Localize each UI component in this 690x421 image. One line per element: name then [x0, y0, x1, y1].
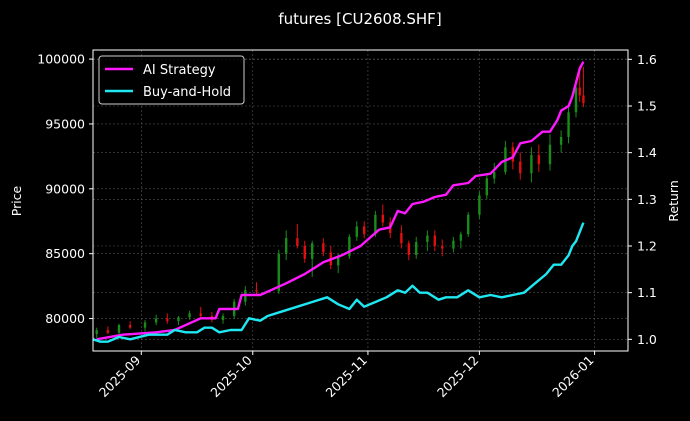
y-axis-label-left: Price: [9, 185, 24, 216]
candle-body: [221, 315, 225, 320]
candle-body: [485, 178, 489, 196]
candle-body: [407, 243, 410, 255]
y-left-tick-label: 80000: [45, 311, 85, 326]
candle-body: [467, 214, 470, 235]
plot-frame: [92, 49, 629, 352]
candle-body: [199, 313, 202, 316]
candle-body: [355, 226, 358, 237]
candle-body: [363, 226, 366, 235]
y-left-tick-label: 95000: [45, 116, 85, 131]
candle-body: [559, 136, 563, 145]
candle-body: [441, 245, 444, 249]
y-right-tick-label: 1.0: [637, 332, 657, 347]
candle-body: [322, 243, 325, 253]
y-right-tick-label: 1.1: [637, 285, 657, 300]
candle-body: [381, 214, 384, 223]
y-left-tick-label: 85000: [45, 246, 85, 261]
chart-title: futures [CU2608.SHF]: [278, 10, 441, 28]
candle-body: [574, 87, 578, 113]
legend: AI Strategy Buy-and-Hold: [98, 55, 245, 105]
legend-label-ai: AI Strategy: [143, 63, 216, 78]
candle-body: [537, 155, 541, 165]
candle-body: [177, 317, 180, 322]
candle-body: [117, 325, 121, 333]
candle-body: [511, 147, 515, 162]
candle-body: [166, 318, 169, 322]
candle-body: [459, 234, 463, 241]
candle-body: [255, 290, 258, 292]
candle-body: [143, 322, 147, 328]
y-right-tick-label: 1.4: [637, 145, 657, 160]
candle-body: [348, 236, 351, 257]
y-axis-label-right: Return: [666, 180, 681, 221]
y-right-tick-label: 1.5: [637, 99, 657, 114]
candle-body: [128, 325, 132, 328]
candle-body: [374, 214, 377, 235]
candle-body: [415, 242, 418, 255]
series-line-ai: [96, 61, 585, 341]
candles: [95, 65, 585, 339]
candle-body: [303, 245, 306, 259]
candle-body: [311, 243, 314, 259]
candle-body: [433, 235, 437, 246]
candle-body: [582, 95, 585, 104]
candle-body: [400, 232, 403, 244]
candle-body: [567, 112, 570, 137]
y-left-tick-label: 90000: [45, 181, 85, 196]
candle-body: [337, 256, 340, 266]
candle-body: [277, 253, 280, 292]
series-line-bh: [92, 222, 585, 343]
candle-body: [452, 240, 455, 249]
candle-body: [95, 330, 98, 335]
candle-body: [426, 235, 429, 243]
legend-label-bh: Buy-and-Hold: [143, 85, 231, 100]
candle-body: [106, 330, 110, 333]
candle-body: [284, 238, 288, 254]
candle-body: [296, 238, 299, 246]
y-right-tick-label: 1.2: [637, 239, 657, 254]
series-lines: [92, 61, 585, 343]
candle-body: [519, 161, 522, 174]
legend-box: [98, 55, 245, 105]
y-right-tick-label: 1.6: [637, 52, 657, 67]
candle-body: [478, 195, 481, 215]
candle-body: [578, 87, 581, 96]
candle-body: [188, 313, 191, 318]
candle-body: [154, 318, 158, 323]
y-right-tick-label: 1.3: [637, 192, 657, 207]
candle-body: [548, 144, 552, 165]
candle-body: [530, 155, 533, 174]
candle-body: [493, 171, 496, 179]
y-left-tick-label: 100000: [37, 52, 85, 67]
